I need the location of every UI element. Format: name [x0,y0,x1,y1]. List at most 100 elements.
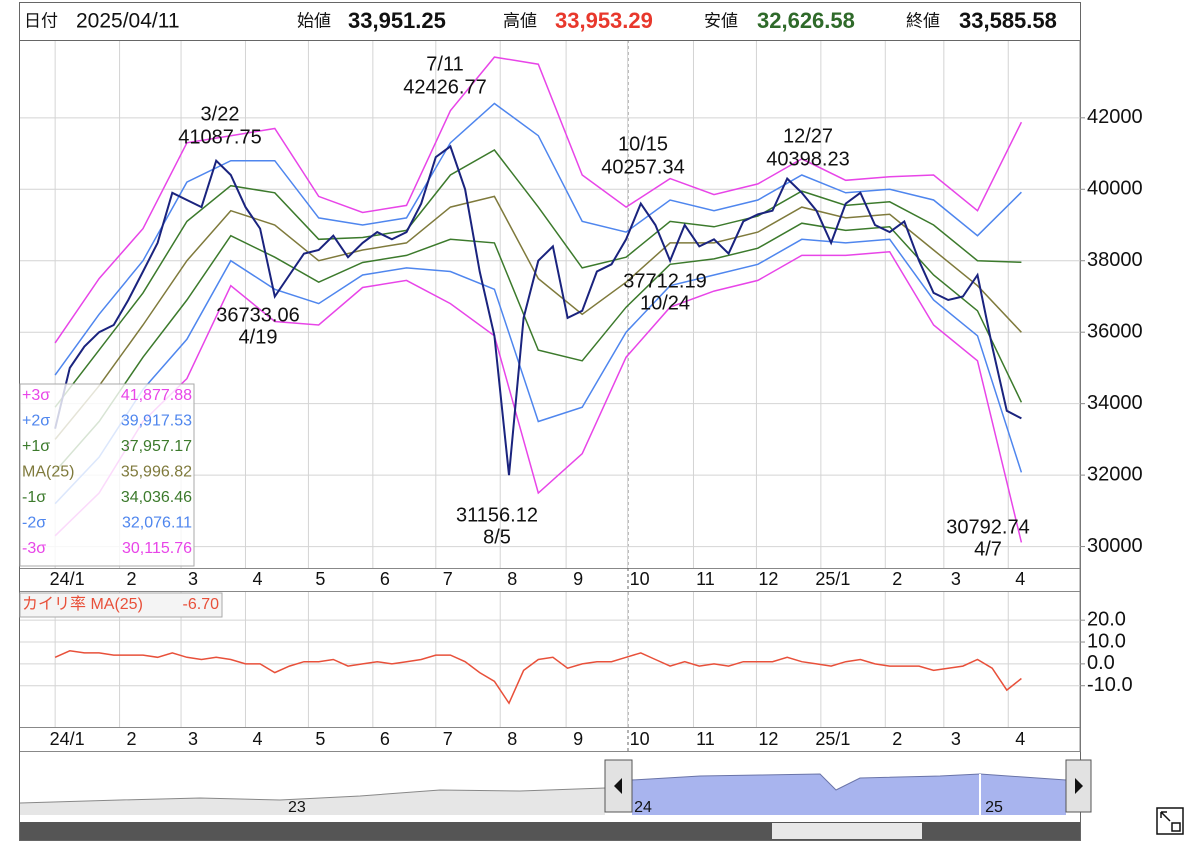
legend-label: MA(25) [22,464,74,481]
y-tick-label: 32000 [1087,463,1143,485]
x-tick-label: 10 [630,729,650,749]
annotation-date: 10/15 [618,133,668,155]
handle-arrow [1075,778,1083,794]
legend-box [19,383,195,567]
x-tick-label: 8 [507,569,517,589]
legend-label: -1σ [22,489,46,506]
legend-value: 39,917.53 [121,413,192,430]
x-tick-label: 9 [573,569,583,589]
x-tick-label: 2 [127,729,137,749]
low-label: 安値 [704,11,738,30]
annotation-date: 4/19 [239,326,278,348]
y-tick-label: -10.0 [1087,674,1133,696]
x-tick-label: 12 [758,569,778,589]
legend-value: 32,076.11 [122,515,192,532]
band-line [54,251,1023,543]
y-tick-label: 10.0 [1087,630,1126,652]
x-tick-label: 3 [951,729,961,749]
x-tick-label: 6 [380,569,390,589]
annotation-date: 7/11 [426,53,463,75]
expand-icon[interactable] [1156,807,1184,835]
x-tick-label: 25/1 [815,569,850,589]
x-tick-label: 3 [188,729,198,749]
annotation-date: 4/7 [974,538,1002,560]
legend-label: -3σ [22,540,46,557]
x-tick-label: 12 [758,729,778,749]
y-tick-label: 42000 [1087,106,1143,128]
band-line [54,195,1022,440]
x-tick-label: 5 [315,569,325,589]
x-tick-label: 2 [127,569,137,589]
band-line [54,56,1023,344]
x-tick-label: 2 [892,569,902,589]
y-tick-label: 40000 [1087,178,1143,200]
x-tick-label: 4 [1015,569,1025,589]
annotation-value: 41087.75 [178,126,261,148]
annotation-value: 30792.74 [946,516,1029,538]
legend-value: 41,877.88 [121,387,192,404]
x-tick-label: 24/1 [50,569,85,589]
x-tick-label: 6 [380,729,390,749]
annotation-value: 37712.19 [623,270,706,292]
y-tick-label: 36000 [1087,320,1143,342]
x-tick-label: 7 [443,729,453,749]
navigator-label: 25 [985,799,1003,816]
x-tick-label: 25/1 [815,729,850,749]
open-label: 始値 [297,11,331,30]
x-tick-label: 11 [696,569,715,589]
low: 32,626.58 [757,8,855,33]
high: 33,953.29 [555,8,653,33]
open: 33,951.25 [348,8,446,33]
x-tick-label: 10 [630,569,650,589]
x-tick-label: 3 [188,569,198,589]
scrollbar-thumb[interactable] [772,823,922,839]
x-tick-label: 5 [315,729,325,749]
legend-label: -2σ [22,515,46,532]
navigator-history [20,788,605,815]
annotation-date: 12/27 [783,125,833,147]
navigator-selection [632,774,1066,815]
price-line [54,650,1022,705]
annotation-value: 31156.12 [456,504,538,526]
legend-label: +1σ [22,438,50,455]
band-line [54,222,1023,472]
annotation-value: 40398.23 [766,148,849,170]
close-label: 終値 [906,11,940,30]
x-tick-label: 3 [951,569,961,589]
handle-arrow [614,778,622,794]
y-tick-label: 20.0 [1087,608,1126,630]
annotation-value: 40257.34 [601,156,684,178]
band-line [54,149,1022,408]
y-tick-label: 0.0 [1087,652,1115,674]
legend-value: 37,957.17 [121,438,192,455]
legend-value: 35,996.82 [121,464,192,481]
annotation-date: 10/24 [640,292,690,314]
navigator-label: 23 [288,799,306,816]
annotation-value: 42426.77 [403,76,486,98]
panel-title: カイリ率 MA(25) [22,595,143,613]
legend-label: +2σ [22,413,50,430]
x-tick-label: 4 [252,569,262,589]
x-tick-label: 7 [443,569,453,589]
close: 33,585.58 [959,8,1057,33]
header: 日付 2025/04/11 始値 33,951.25 高値 33,953.29 … [24,8,1057,33]
navigator: 23 24 25 [19,759,1184,840]
legend-value: 30,115.76 [122,540,192,557]
annotation-date: 8/5 [483,526,511,548]
navigator-line [631,773,1067,791]
y-tick-label: 30000 [1087,535,1143,557]
x-tick-label: 2 [892,729,902,749]
high-label: 高値 [503,11,537,30]
annotation-value: 36733.06 [216,304,299,326]
legend-box [19,592,223,618]
navigator-label: 24 [634,799,652,816]
x-tick-label: 24/1 [50,729,85,749]
band-line [54,238,1023,505]
x-tick-label: 11 [696,729,715,749]
navigator-line [19,787,606,804]
x-tick-label: 9 [573,729,583,749]
legend-value: 34,036.46 [121,489,192,506]
x-tick-label: 8 [507,729,517,749]
x-tick-label: 4 [1015,729,1025,749]
